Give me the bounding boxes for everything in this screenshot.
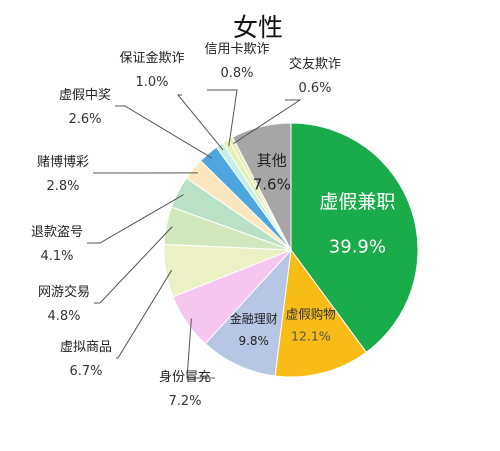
slice-value-label-4: 7.2% [168,394,201,409]
slice-value-label-7: 4.1% [40,249,73,264]
pie-slice-1 [290,122,419,353]
slice-label-10: 保证金欺诈 [119,50,184,66]
slice-label-4: 身份冒充 [159,369,211,385]
slice-label-3: 金融理财 [230,311,278,326]
slice-label-8: 赌博博彩 [37,155,89,170]
slice-label-7: 退款盗号 [31,224,83,240]
slice-value-label-12: 0.6% [298,81,331,96]
slice-value-label-6: 4.8% [47,309,80,324]
slice-label-2: 虚假购物 [286,307,336,322]
slice-value-label-10: 1.0% [135,75,168,90]
leader-line-5 [116,269,173,359]
slice-labels: 虚假兼职 39.9% 虚假购物 12.1% 金融理财 9.8% 身份冒充 7.2% 虚拟商品 6.… [31,42,395,409]
leader-line-10 [176,94,224,151]
leader-lines [87,89,302,379]
pie-slice-13 [231,122,292,251]
slice-label-13: 其他 [257,151,287,169]
slice-value-label-8: 2.8% [46,179,79,194]
slice-value-label-1: 39.9% [329,237,386,258]
pie-slices [163,122,419,378]
slice-value-label-9: 2.6% [68,112,101,127]
slice-label-12: 交友欺诈 [289,56,341,72]
slice-label-11: 信用卡欺诈 [204,42,269,57]
slice-value-label-5: 6.7% [69,364,102,379]
slice-value-label-3: 9.8% [238,334,269,348]
slice-value-label-11: 0.8% [220,66,253,81]
chart-title: 女性 [233,13,283,42]
leader-line-11 [207,89,238,147]
slice-label-5: 虚拟商品 [60,340,112,355]
leader-line-6 [94,226,173,304]
slice-value-label-13: 7.6% [253,175,291,193]
leader-line-9 [115,105,213,159]
slice-value-label-2: 12.1% [291,329,331,344]
leader-line-4 [186,318,215,379]
leader-line-7 [87,194,184,244]
pie-slice-3 [204,248,292,377]
leader-line-12 [233,99,302,145]
pie-slice-2 [274,248,367,378]
slice-label-1: 虚假兼职 [319,191,395,213]
slice-label-6: 网游交易 [38,284,90,300]
slice-label-9: 虚假中奖 [59,88,111,103]
